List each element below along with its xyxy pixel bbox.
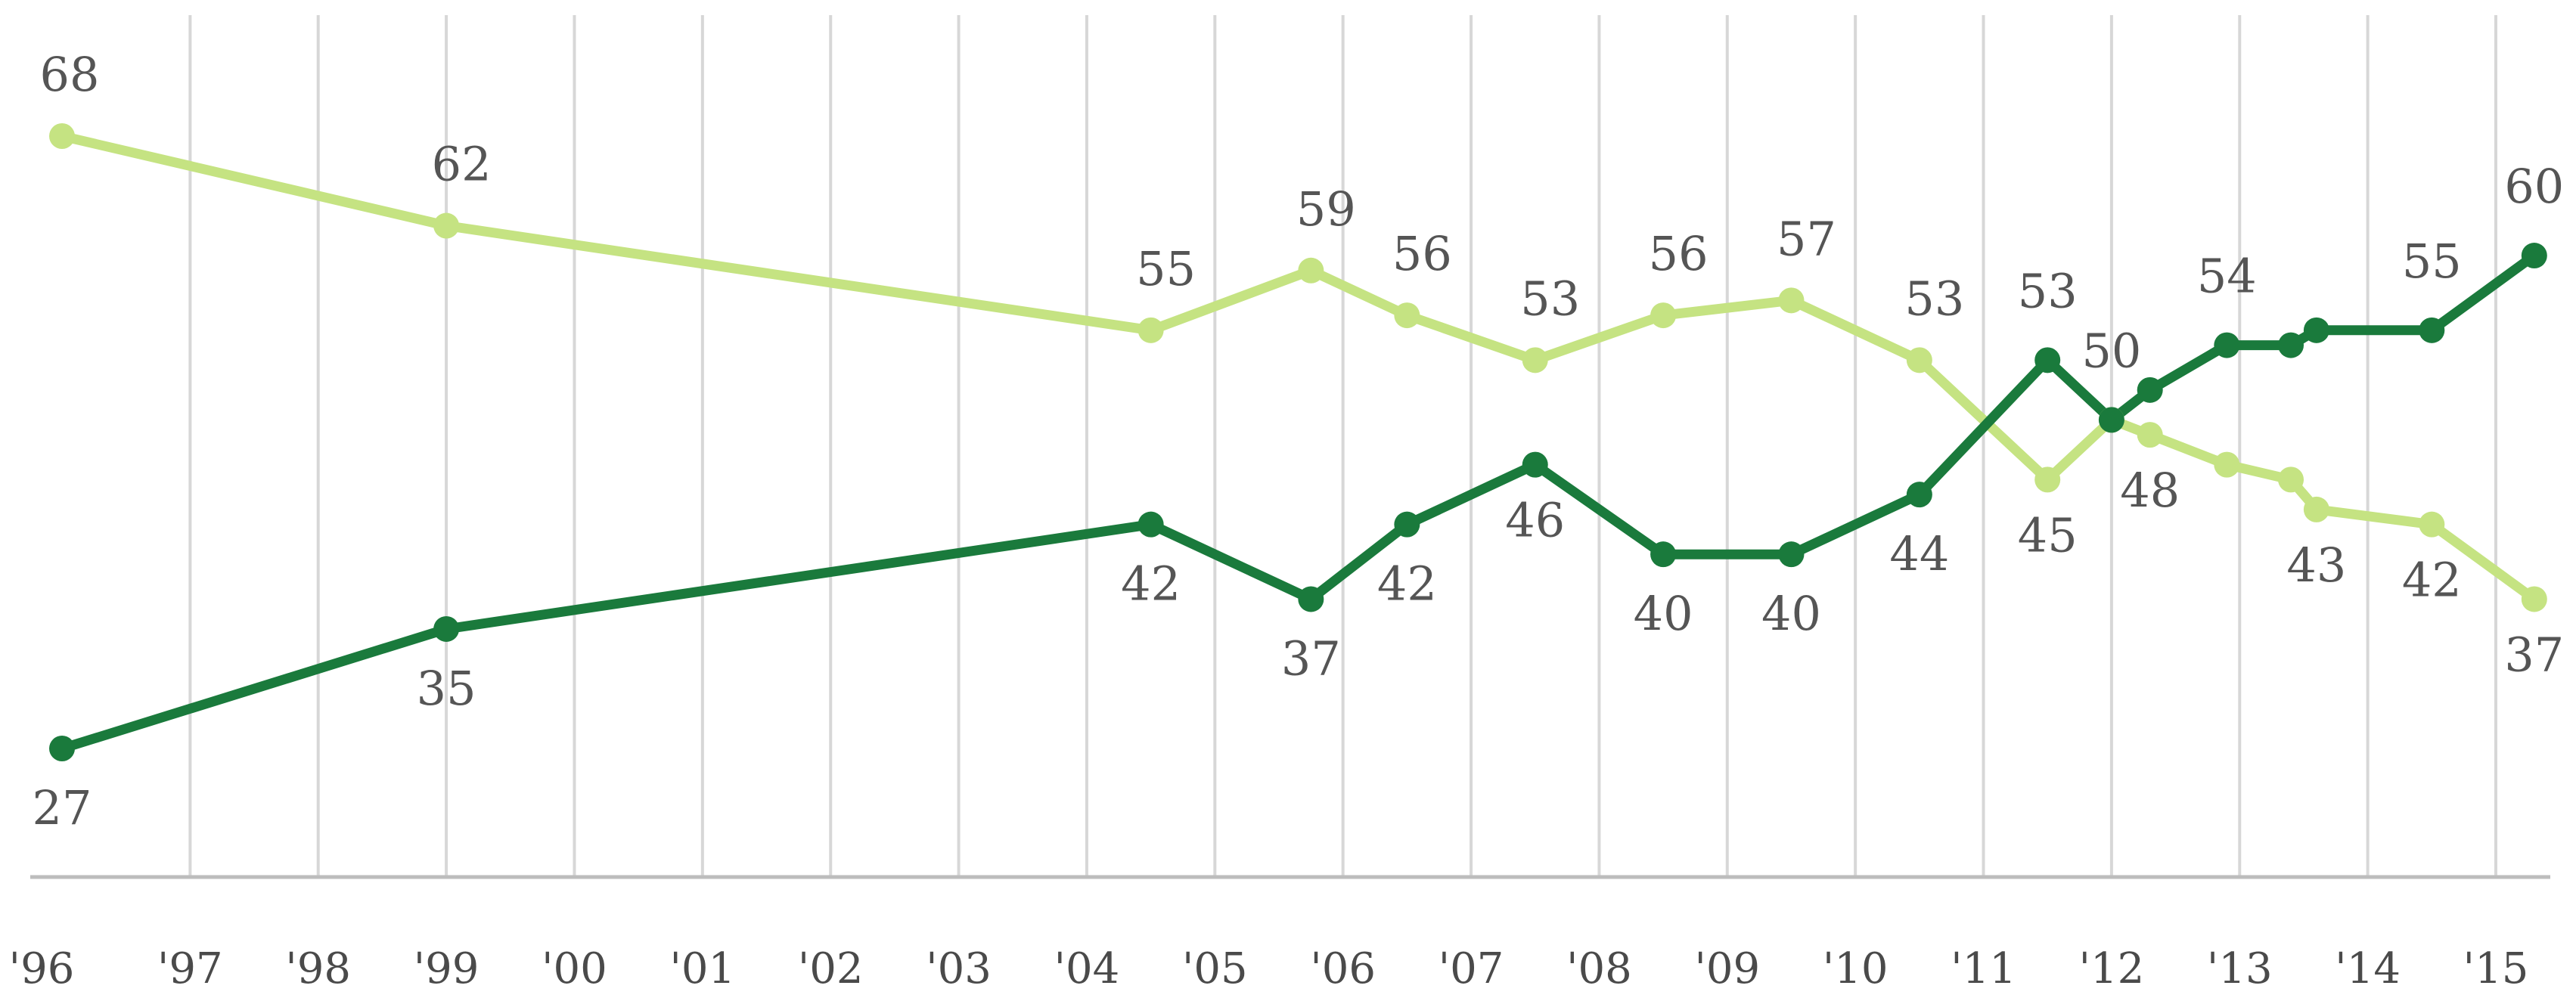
light-series-data-label: 43 [2286,538,2346,593]
dark-series-data-label: 42 [1121,556,1181,612]
x-tick-label: '98 [285,944,351,993]
dark-series-point [1778,541,1805,568]
x-tick-label: '03 [926,944,992,993]
x-tick-label: '14 [2335,944,2401,993]
x-tick-label: '97 [157,944,223,993]
gridlines [30,15,2550,879]
x-axis-tick-labels: '96 '97 '98 '99 '00 '01 '02 '03 '04 '05 '06 '07 '08 '… [9,944,2529,993]
x-tick-label: '00 [542,944,607,993]
light-series-point [2214,451,2240,478]
light-series-point [1522,347,1548,373]
x-tick-label: '04 [1054,944,1120,993]
dark-series-point [2034,347,2061,373]
dark-series-point [2521,243,2547,269]
light-series-data-label: 68 [40,47,100,102]
dark-series-data-label: 50 [2081,323,2141,378]
x-tick-label: '13 [2207,944,2273,993]
dark-series-data-label: 54 [2197,249,2257,304]
light-series-data-label: 42 [2402,553,2462,608]
dark-series-data-label: 42 [1377,556,1437,612]
x-tick-label: '12 [2079,944,2145,993]
dark-series-point [1522,451,1548,478]
dark-series-data-label: 55 [2402,234,2462,289]
dark-series-point [1298,586,1324,612]
dark-series-data-label: 37 [1281,631,1341,686]
x-tick-label: '08 [1566,944,1632,993]
x-tick-label: '01 [670,944,736,993]
dark-series-point [2137,377,2163,403]
x-tick-label: '05 [1182,944,1248,993]
dark-series-point [2303,317,2329,343]
light-series-point [433,212,460,239]
dark-series-data-label: 35 [417,661,476,716]
x-tick-label: '02 [798,944,864,993]
light-series-data-label: 56 [1649,226,1709,281]
dark-series-data-label: 53 [2018,263,2078,318]
light-series-data-label: 53 [1904,271,1964,326]
x-tick-label: '09 [1694,944,1760,993]
dark-series-data-label: 40 [1761,586,1821,641]
x-tick-label: '99 [414,944,480,993]
light-series-data-label: 62 [432,137,492,192]
light-series-point [2278,466,2304,493]
dark-series-data-label: 60 [2504,159,2564,214]
dark-series-point [2214,332,2240,358]
light-series-point [1137,317,1164,343]
dark-series-data-label: 46 [1505,493,1565,548]
x-tick-label: '15 [2463,944,2529,993]
light-series-point [2034,466,2061,493]
series-markers [49,123,2547,761]
light-series-point [2303,496,2329,522]
light-series-data-label: 56 [1392,226,1452,281]
dark-series-data-label: 27 [33,780,92,835]
light-series-data-label: 55 [1136,241,1196,296]
light-series-data-label: 48 [2120,463,2180,518]
light-series-point [1778,287,1805,314]
light-series-point [2137,422,2163,448]
dark-series-point [2098,407,2124,433]
light-series-point [1906,347,1932,373]
light-series-point [49,123,75,149]
light-series-data-label: 59 [1296,181,1356,237]
dark-series-data-label: 44 [1889,526,1949,581]
x-tick-label: '96 [9,944,75,993]
data-labels: 68 62 55 59 56 53 56 57 53 45 48 43 42 37 27 35 42 37 42 46… [33,47,2565,835]
x-tick-label: '07 [1439,944,1504,993]
dark-series-point [2278,332,2304,358]
light-series-data-label: 37 [2504,627,2564,682]
light-series-data-label: 45 [2018,507,2078,562]
dark-series-point [1137,511,1164,538]
light-series-point [1650,302,1677,329]
dark-series-point [1650,541,1677,568]
x-tick-label: '06 [1310,944,1376,993]
light-series-data-label: 53 [1520,271,1580,326]
x-tick-label: '11 [1951,944,2016,993]
dark-series-point [2419,317,2445,343]
light-series-point [2521,586,2547,612]
dark-series-point [49,736,75,761]
x-tick-label: '10 [1823,944,1889,993]
light-series-data-label: 57 [1777,211,1836,266]
light-series-point [1394,302,1420,329]
light-series-point [2419,511,2445,538]
light-series-point [1298,257,1324,284]
dark-series-point [1394,511,1420,538]
dark-series-point [433,615,460,642]
dark-series-data-label: 40 [1634,586,1693,641]
dark-series-point [1906,482,1932,508]
